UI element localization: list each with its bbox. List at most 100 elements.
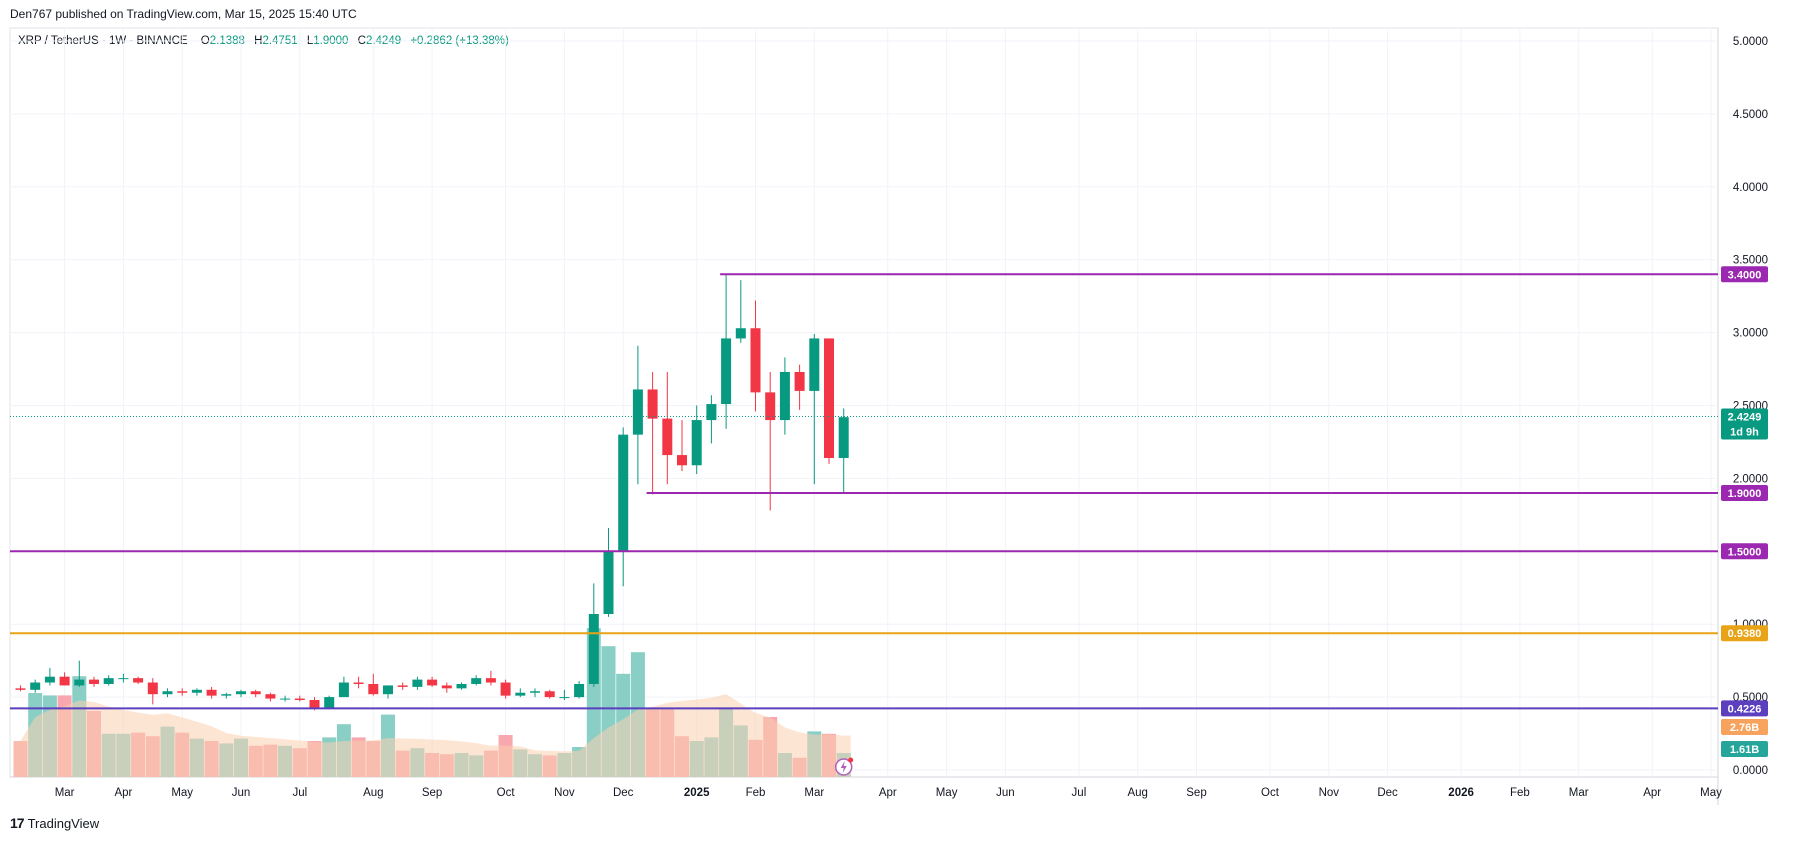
x-tick-label: 2025 — [684, 787, 710, 799]
volume-ma-area — [13, 693, 851, 777]
candle-body — [824, 338, 834, 458]
last-price-label: 2.4249 — [1728, 411, 1762, 423]
level-badge — [1721, 266, 1768, 283]
x-tick-label: Jun — [232, 787, 251, 799]
level-badge — [1721, 625, 1768, 642]
x-tick-label: Feb — [746, 787, 766, 799]
candle-body — [456, 683, 467, 689]
candle-body — [397, 685, 408, 687]
notification-dot-icon — [848, 757, 854, 763]
candle-body — [515, 692, 526, 696]
x-tick-label: Apr — [879, 787, 897, 799]
candle-body — [838, 417, 849, 458]
x-tick-label: Dec — [613, 787, 634, 799]
x-tick-label: Jul — [292, 787, 307, 799]
x-tick-label: Nov — [554, 787, 575, 799]
candle-body — [485, 678, 496, 683]
x-tick-label: Feb — [1510, 787, 1530, 799]
x-tick-label: Apr — [1643, 787, 1661, 799]
candle-body — [236, 691, 246, 695]
candle-body — [15, 688, 26, 690]
candle-body — [133, 678, 144, 683]
x-tick-label: Jun — [996, 787, 1015, 799]
y-tick-label: 2.0000 — [1733, 473, 1768, 485]
candle-body — [383, 685, 393, 695]
y-tick-label: 4.5000 — [1733, 109, 1768, 121]
volume-badge-label: 1.61B — [1730, 744, 1759, 756]
level-badge — [1721, 484, 1768, 501]
candle-body — [59, 676, 70, 686]
candle-body — [118, 678, 129, 680]
x-tick-label: Mar — [804, 787, 824, 799]
x-tick-label: 2026 — [1448, 787, 1474, 799]
volume-badge — [1721, 741, 1768, 757]
x-tick-label: May — [171, 787, 193, 799]
candle-body — [324, 697, 335, 709]
candle-body — [765, 392, 776, 421]
y-tick-label: 3.5000 — [1733, 255, 1768, 267]
plot-frame — [9, 27, 1719, 778]
candle-body — [412, 679, 423, 687]
candle-body — [103, 678, 114, 684]
level-badge-label: 1.9000 — [1728, 488, 1762, 500]
candle-body — [250, 691, 261, 695]
candle-body — [647, 389, 658, 419]
candle-body — [309, 700, 320, 709]
level-badge-label: 0.9380 — [1728, 628, 1762, 640]
candle-body — [500, 682, 511, 696]
candle-body — [280, 698, 291, 700]
candle-body — [662, 418, 673, 456]
x-tick-label: Aug — [1127, 787, 1147, 799]
candle-body — [618, 434, 629, 552]
candle-body — [603, 551, 614, 614]
candle-body — [779, 371, 790, 421]
y-tick-label: 3.0000 — [1733, 328, 1768, 340]
candle-body — [147, 682, 158, 695]
candle-body — [677, 455, 687, 466]
x-tick-label: Jul — [1072, 787, 1087, 799]
x-tick-label: Sep — [1186, 787, 1206, 799]
candle-body — [632, 389, 643, 435]
candle-body — [574, 683, 585, 698]
level-badge — [1721, 700, 1768, 717]
candle-body — [89, 679, 99, 684]
candle-body — [691, 420, 702, 466]
candle-body — [735, 328, 746, 339]
candle-body — [191, 689, 202, 693]
x-tick-label: Oct — [1261, 787, 1280, 799]
level-badge — [1721, 543, 1768, 560]
volume-badge — [1721, 719, 1768, 735]
candle-body — [588, 613, 599, 684]
x-tick-label: Sep — [422, 787, 442, 799]
candle-body — [294, 698, 305, 701]
x-tick-label: Oct — [497, 787, 516, 799]
candle-body — [809, 338, 820, 391]
brand-label: TradingView — [27, 815, 100, 831]
y-tick-label: 5.0000 — [1733, 36, 1768, 48]
candle-body — [368, 683, 379, 695]
candle-body — [441, 685, 452, 689]
level-badge-label: 0.4226 — [1728, 703, 1762, 715]
x-tick-label: May — [1700, 787, 1722, 799]
candle-body — [265, 694, 276, 699]
level-badge-label: 1.5000 — [1728, 546, 1762, 558]
candle-body — [427, 679, 438, 686]
candle-body — [353, 682, 364, 684]
candle-body — [162, 691, 173, 695]
candle-body — [74, 679, 85, 686]
candle-body — [206, 689, 217, 696]
tradingview-brand[interactable]: 17 TradingView — [10, 815, 99, 831]
candle-body — [30, 682, 41, 690]
candle-body — [721, 338, 732, 405]
candle-body — [44, 676, 55, 683]
candle-body — [559, 697, 570, 699]
flash-bolt-icon — [840, 761, 847, 773]
candle-body — [794, 371, 805, 391]
x-tick-label: Mar — [55, 787, 75, 799]
x-tick-label: Nov — [1319, 787, 1340, 799]
publish-info: Den767 published on TradingView.com, Mar… — [10, 7, 357, 21]
candle-body — [221, 694, 232, 696]
x-tick-label: Dec — [1377, 787, 1398, 799]
candle-body — [530, 691, 540, 693]
